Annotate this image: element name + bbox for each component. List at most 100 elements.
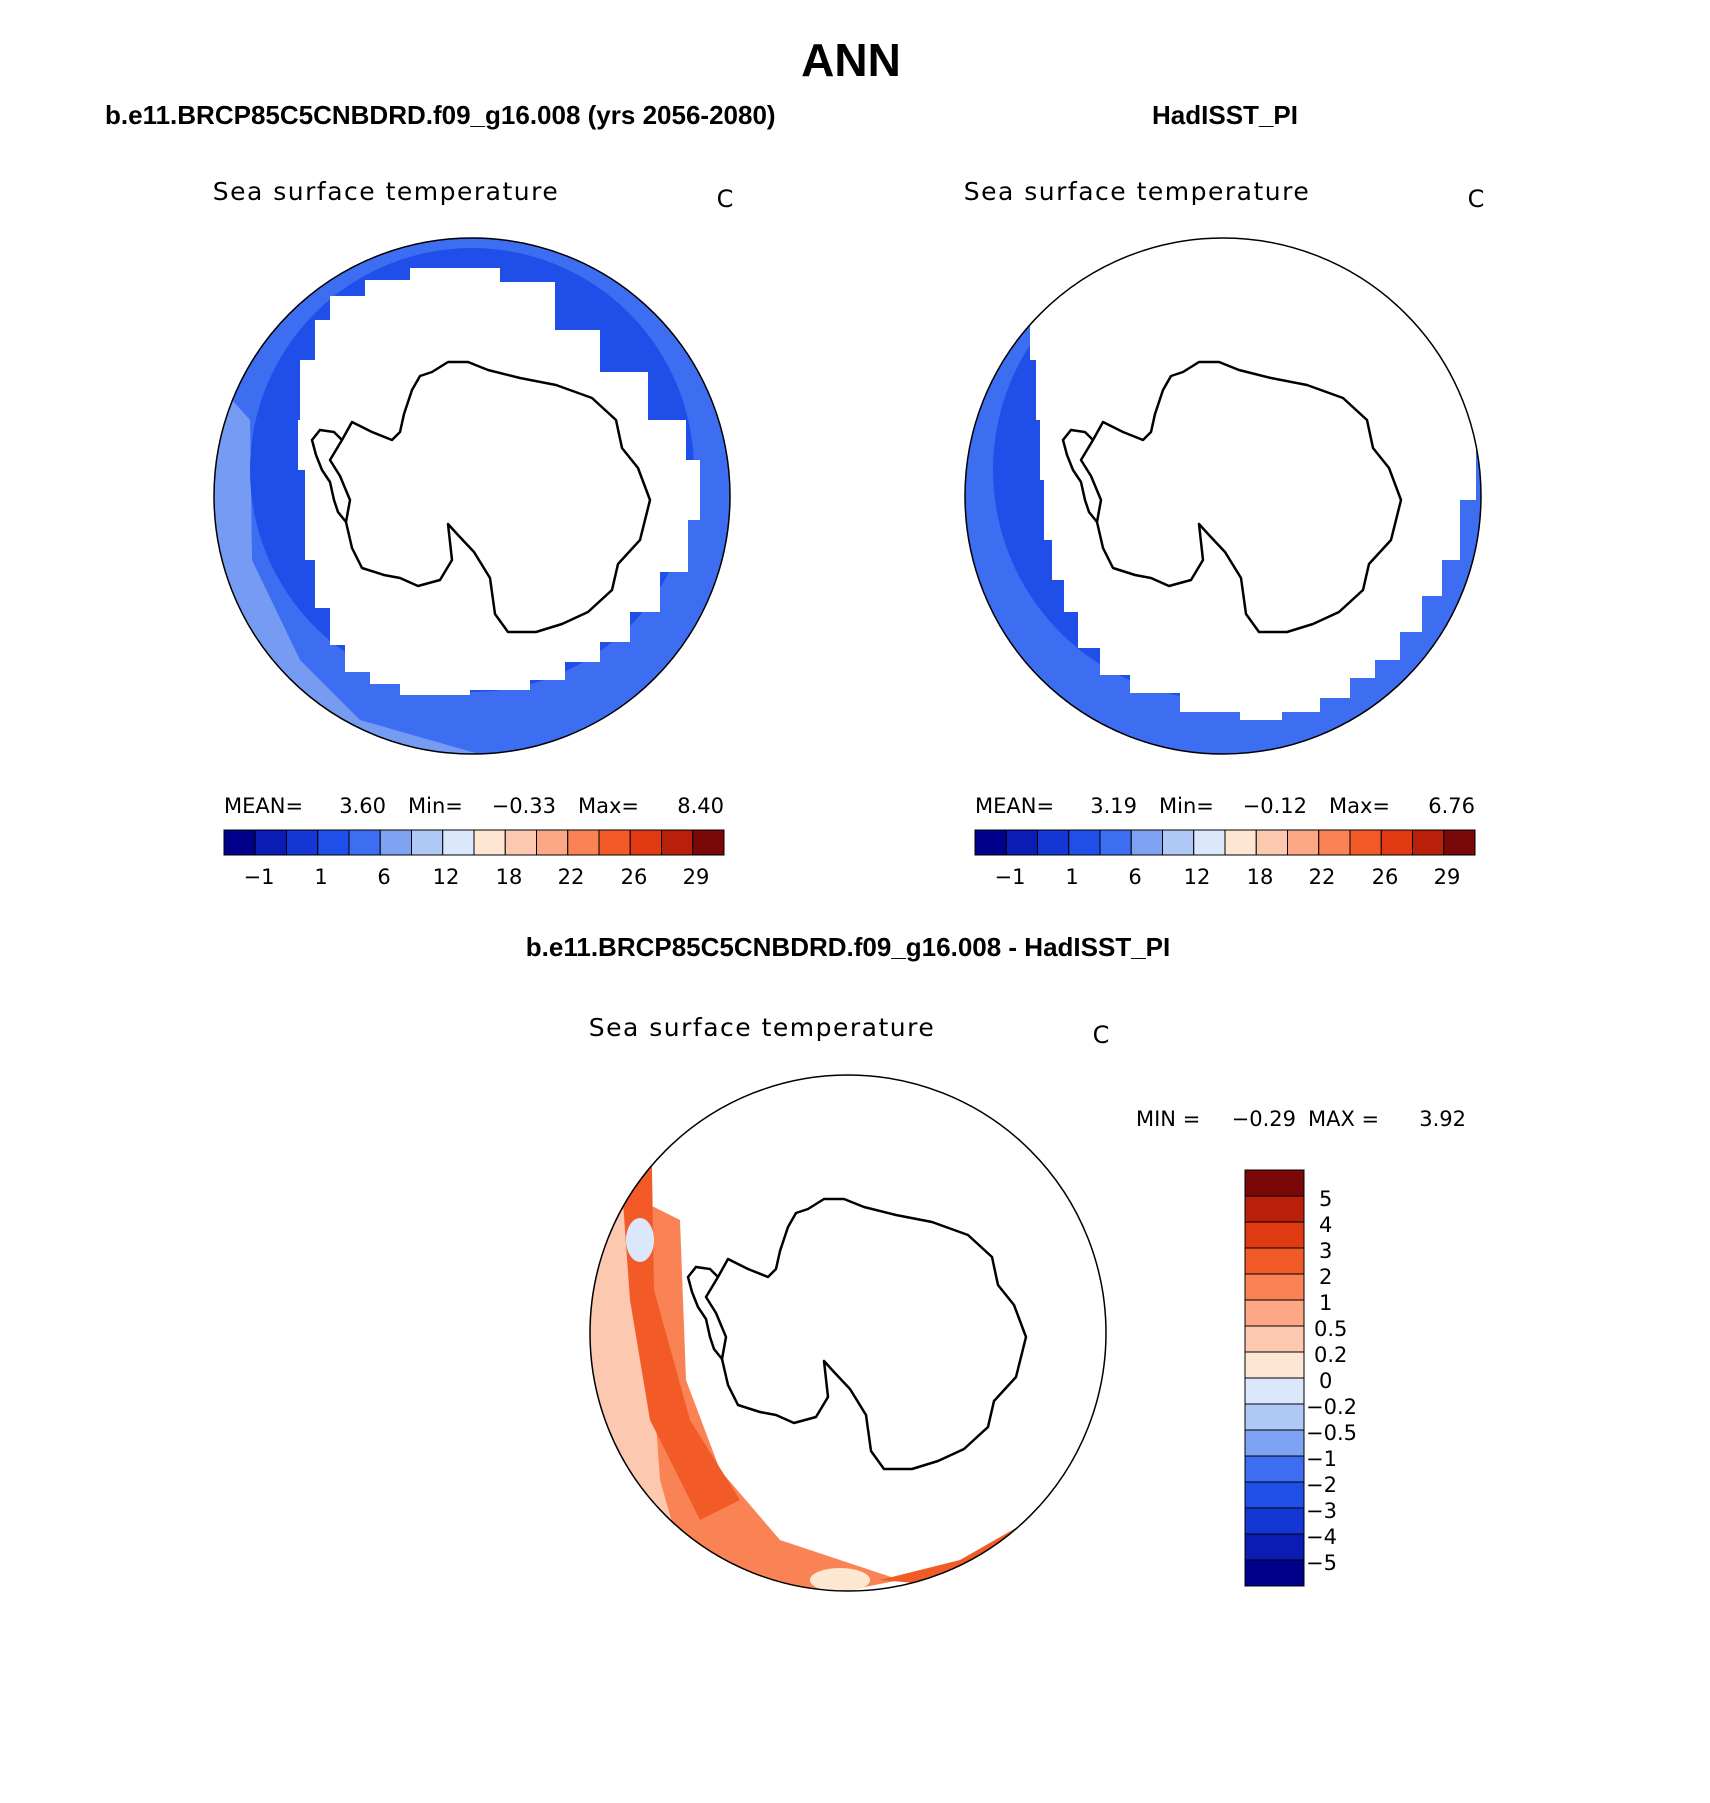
map-boundary <box>589 1074 1107 1592</box>
colorbar-tick: 18 <box>496 865 523 889</box>
colorbar-label: 2 <box>1319 1265 1332 1289</box>
min-label: MIN = <box>1136 1107 1200 1131</box>
colorbar-cell <box>379 829 412 856</box>
colorbar-label: 5 <box>1319 1187 1332 1211</box>
colorbar-cell <box>1412 829 1445 856</box>
colorbar-cell <box>1349 829 1382 856</box>
colorbar-cell <box>1244 1481 1305 1509</box>
panel-obs-stats: MEAN= 3.19 Min= −0.12 Max= 6.76 <box>975 794 1475 818</box>
panel-obs: HadISST_PI Sea surface temperature C MEA… <box>964 100 1485 889</box>
colorbar-label: −0.5 <box>1306 1421 1357 1445</box>
colorbar-tick: 18 <box>1247 865 1274 889</box>
colorbar-tick: 29 <box>683 865 710 889</box>
colorbar-cell <box>317 829 350 856</box>
season-title: ANN <box>801 34 901 86</box>
colorbar-tick: 26 <box>621 865 648 889</box>
colorbar-label: 4 <box>1319 1213 1332 1237</box>
colorbar-cell <box>1287 829 1320 856</box>
colorbar-cell <box>1244 1429 1305 1457</box>
colorbar-cell <box>1224 829 1257 856</box>
panel-obs-variable: Sea surface temperature <box>964 177 1311 206</box>
max-value: 8.40 <box>677 794 724 818</box>
panel-model-colorbar <box>223 829 725 856</box>
colorbar-tick: 1 <box>1065 865 1078 889</box>
panel-model-header: b.e11.BRCP85C5CNBDRD.f09_g16.008 (yrs 20… <box>105 100 776 130</box>
colorbar-cell <box>974 829 1007 856</box>
mean-label: MEAN= <box>975 794 1054 818</box>
panel-obs-colorbar <box>974 829 1476 856</box>
colorbar-cell <box>1244 1221 1305 1249</box>
mean-label: MEAN= <box>224 794 303 818</box>
colorbar-label: −1 <box>1306 1447 1337 1471</box>
panel-model-variable: Sea surface temperature <box>213 177 560 206</box>
colorbar-tick: 26 <box>1372 865 1399 889</box>
colorbar-cell <box>1068 829 1101 856</box>
antarctica-coastline <box>1079 360 1403 634</box>
min-value: −0.12 <box>1243 794 1307 818</box>
colorbar-cell <box>1244 1533 1305 1561</box>
colorbar-cell <box>1244 1169 1305 1197</box>
colorbar-cell <box>1380 829 1413 856</box>
colorbar-cell <box>1244 1351 1305 1379</box>
panel-obs-colorbar-ticks: −1 1 6 12 18 22 26 29 <box>995 865 1461 889</box>
panel-model-stats: MEAN= 3.60 Min= −0.33 Max= 8.40 <box>224 794 724 818</box>
mean-value: 3.60 <box>339 794 386 818</box>
colorbar-cell <box>598 829 631 856</box>
sea-ice-region <box>298 268 700 695</box>
colorbar-tick: 6 <box>1128 865 1141 889</box>
antarctic-peninsula <box>310 428 347 523</box>
colorbar-label: 0 <box>1319 1369 1332 1393</box>
map-boundary <box>964 237 1482 755</box>
anomaly-neutral-spot <box>810 1568 870 1591</box>
colorbar-cell <box>1244 1377 1305 1405</box>
colorbar-label: 0.5 <box>1314 1317 1347 1341</box>
colorbar-tick: 29 <box>1434 865 1461 889</box>
panel-diff-header: b.e11.BRCP85C5CNBDRD.f09_g16.008 - HadIS… <box>526 932 1170 962</box>
panel-diff-colorbar-labels: 5 4 3 2 1 0.5 0.2 0 −0.2 −0.5 −1 −2 −3 −… <box>1306 1187 1357 1575</box>
colorbar-cell <box>1005 829 1038 856</box>
panel-diff-units: C <box>1093 1021 1110 1049</box>
colorbar-cell <box>1037 829 1070 856</box>
colorbar-tick: 22 <box>558 865 585 889</box>
colorbar-tick: 6 <box>377 865 390 889</box>
colorbar-cell <box>629 829 662 856</box>
colorbar-label: 1 <box>1319 1291 1332 1315</box>
min-label: Min= <box>408 794 463 818</box>
colorbar-tick: 12 <box>1184 865 1211 889</box>
colorbar-cell <box>1318 829 1351 856</box>
colorbar-tick: 12 <box>433 865 460 889</box>
colorbar-tick: 22 <box>1309 865 1336 889</box>
anomaly-negative-spot <box>626 1218 654 1262</box>
colorbar-cell <box>661 829 694 856</box>
panel-obs-units: C <box>1468 185 1485 213</box>
colorbar-cell <box>692 829 725 856</box>
colorbar-label: 0.2 <box>1314 1343 1347 1367</box>
colorbar-cell <box>1244 1273 1305 1301</box>
min-value: −0.33 <box>492 794 556 818</box>
colorbar-cell <box>567 829 600 856</box>
colorbar-label: −5 <box>1306 1551 1337 1575</box>
colorbar-cell <box>1162 829 1195 856</box>
colorbar-cell <box>286 829 319 856</box>
colorbar-label: −0.2 <box>1306 1395 1357 1419</box>
colorbar-cell <box>1244 1247 1305 1275</box>
colorbar-label: 3 <box>1319 1239 1332 1263</box>
colorbar-cell <box>536 829 569 856</box>
colorbar-tick: −1 <box>995 865 1026 889</box>
colorbar-cell <box>442 829 475 856</box>
panel-obs-header: HadISST_PI <box>1152 100 1298 130</box>
panel-diff-map <box>589 1074 1107 1592</box>
colorbar-cell <box>1099 829 1132 856</box>
colorbar-cell <box>1244 1299 1305 1327</box>
colorbar-cell <box>1244 1195 1305 1223</box>
max-value: 3.92 <box>1419 1107 1466 1131</box>
panel-model-units: C <box>717 185 734 213</box>
colorbar-label: −4 <box>1306 1525 1337 1549</box>
antarctic-peninsula <box>1061 428 1098 523</box>
max-value: 6.76 <box>1428 794 1475 818</box>
panel-model-colorbar-ticks: −1 1 6 12 18 22 26 29 <box>244 865 710 889</box>
max-label: Max= <box>578 794 639 818</box>
panel-model: b.e11.BRCP85C5CNBDRD.f09_g16.008 (yrs 20… <box>105 100 776 889</box>
colorbar-cell <box>1255 829 1288 856</box>
